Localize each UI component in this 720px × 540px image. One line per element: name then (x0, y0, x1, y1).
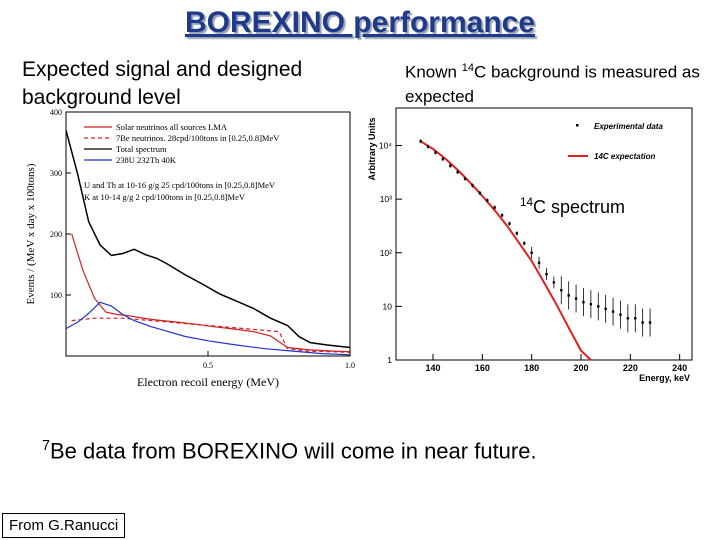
data-point (619, 313, 622, 316)
legend-data-marker (576, 124, 579, 127)
data-point (456, 170, 459, 174)
right-heading-sup: 14 (461, 62, 474, 74)
spectrum-label-sup: 14 (520, 196, 534, 209)
data-point (419, 140, 422, 143)
right-plot-frame (395, 107, 693, 361)
data-point (597, 305, 600, 308)
data-point (434, 151, 437, 154)
left-y-tick-label: 100 (50, 291, 62, 300)
left-legend-entry: Total spectrum (116, 144, 167, 154)
data-point (611, 310, 615, 313)
data-point (641, 321, 644, 324)
data-point (441, 157, 445, 161)
right-x-tick-label: 200 (573, 363, 588, 373)
data-point (574, 297, 578, 300)
left-series-line-1 (71, 317, 351, 353)
data-point (478, 191, 482, 195)
left-y-tick-label: 300 (50, 169, 62, 178)
left-plot-frame (65, 111, 351, 357)
data-point (545, 272, 548, 276)
data-point (515, 232, 519, 235)
right-x-tick-label: 220 (623, 363, 638, 373)
right-heading-text: C background is measured as expected (405, 62, 700, 106)
right-x-tick-label: 140 (425, 363, 440, 373)
c14-spectrum-chart: 140 160 180 200 220 240 1 10 10² 10³ 10⁴ Energy, ke… (367, 107, 693, 383)
credit-box: From G.Ranucci (2, 513, 126, 538)
left-y-tick-label: 200 (50, 230, 62, 239)
footnote-sup: 7 (42, 438, 50, 454)
data-point (560, 289, 563, 292)
right-y-tick-label: 10² (380, 248, 392, 258)
data-point (463, 177, 467, 180)
data-point (523, 242, 526, 245)
data-point (500, 214, 504, 217)
right-x-tick-label: 240 (672, 363, 687, 373)
spectrum-label: 14C spectrum (520, 196, 625, 218)
right-x-axis-label: Energy, keV (639, 373, 690, 383)
left-x-tick-label: 1.0 (345, 361, 355, 370)
data-point (426, 145, 430, 148)
left-x-axis-label: Electron recoil energy (MeV) (137, 375, 279, 389)
known-prefix: Known (405, 62, 462, 82)
data-point (508, 222, 511, 225)
right-heading: Known 14C background is measured as expe… (405, 56, 705, 109)
legend-entry-expectation: 14C expectation (594, 152, 655, 161)
data-point (537, 261, 541, 264)
right-y-tick-label: 10⁴ (379, 141, 392, 151)
left-series-line-3 (65, 301, 351, 356)
left-legend-entry: K at 10-14 g/g 2 cpd/100tons in [0.25,0.… (84, 192, 246, 202)
right-x-tick-label: 160 (475, 363, 490, 373)
left-legend-entry: 238U 232Th 40K (116, 155, 177, 165)
right-x-tick-label: 180 (524, 363, 539, 373)
legend-entry-data: Experimental data (594, 122, 663, 131)
data-point (582, 300, 585, 304)
data-point (567, 294, 570, 297)
data-point (471, 184, 474, 187)
slide-title: BOREXINO performance (184, 6, 536, 39)
footnote: 7Be data from BOREXINO will come in near… (42, 438, 537, 464)
c14-expectation-line (420, 140, 592, 361)
right-y-axis-label: Arbitrary Units (367, 117, 377, 180)
data-point (552, 281, 556, 284)
left-y-axis-label: Events / (MeV x day x 100tons) (25, 163, 37, 304)
right-y-tick-label: 10³ (380, 194, 392, 204)
data-point (626, 317, 630, 320)
data-point (449, 164, 452, 167)
left-legend-entry: U and Th at 10-16 g/g 25 cpd/100tons in … (84, 180, 276, 190)
data-point (493, 206, 496, 209)
right-y-tick-label: 10 (383, 301, 393, 311)
data-point (589, 302, 593, 306)
spectrum-label-text: C spectrum (533, 197, 626, 217)
data-point (486, 199, 489, 202)
left-heading: Expected signal and designed background … (22, 58, 303, 109)
left-series-line-2 (65, 130, 351, 349)
data-point (530, 251, 533, 254)
left-legend-entry: Solar neutrinos all sources LMA (116, 122, 228, 132)
data-point (634, 317, 637, 320)
left-y-tick-label: 400 (50, 108, 62, 117)
data-point (648, 321, 652, 324)
right-y-tick-label: 1 (387, 355, 392, 365)
left-x-tick-label: 0.5 (203, 361, 213, 370)
left-legend-entry: 7Be neutrinos. 28cpd/100tons in [0.25,0.… (116, 133, 280, 143)
footnote-text: Be data from BOREXINO will come in near … (49, 438, 537, 464)
expected-signal-chart: 100 200 300 400 0.5 1.0 Electron recoil energy… (25, 108, 355, 389)
data-point (604, 307, 607, 311)
